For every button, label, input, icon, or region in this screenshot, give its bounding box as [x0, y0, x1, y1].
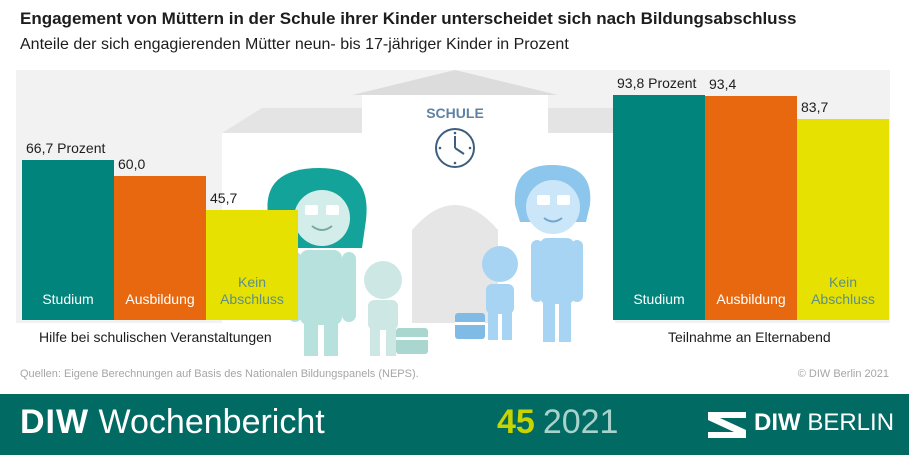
bar-1-1 [705, 95, 797, 320]
bar-0-1 [114, 176, 206, 320]
bar-value-label: 66,7 Prozent [26, 139, 106, 156]
bar-category-label: Ausbildung [125, 291, 195, 307]
diw-berlin-logo: DIW BERLIN [708, 408, 894, 442]
school-sign: SCHULE [426, 105, 484, 121]
copyright-note: © DIW Berlin 2021 [797, 368, 889, 380]
bar-category-label: Ausbildung [716, 291, 786, 307]
logo-light: BERLIN [807, 409, 895, 436]
brand-light: Wochenbericht [98, 403, 325, 441]
school-door [412, 205, 498, 323]
source-note: Quellen: Eigene Berechnungen auf Basis d… [20, 368, 419, 380]
logo-text: DIW BERLIN [754, 409, 894, 437]
bar-category-label: Studium [42, 291, 94, 307]
school-pediment [352, 70, 558, 95]
clock-icon [435, 128, 475, 168]
bar-category-label: Studium [633, 291, 685, 307]
bar-value-label: 45,7 [210, 190, 238, 207]
issue-year: 2021 [542, 403, 619, 441]
bar-value-label: 60,0 [118, 156, 146, 172]
bar-category-label: Kein Abschluss [811, 274, 875, 307]
bar-0-0 [22, 159, 114, 320]
school-left-roof [222, 108, 392, 133]
diw-logo-mark-icon [708, 412, 746, 438]
school-right-roof [540, 108, 615, 133]
bar-value-label: 83,7 [801, 99, 829, 116]
chart-title: Engagement von Müttern in der Schule ihr… [20, 9, 797, 28]
bar-value-label: 93,4 [709, 75, 737, 92]
footer-bar: DIW Wochenbericht 45 2021 DIW BERLIN [0, 394, 909, 455]
issue-info: 45 2021 [497, 403, 618, 442]
bar-0-2 [206, 210, 298, 320]
bar-category-label: Kein Abschluss [220, 274, 284, 307]
publication-title: DIW Wochenbericht [20, 403, 325, 442]
bar-value-label: 93,8 Prozent [617, 74, 697, 91]
child-figure-left [364, 261, 428, 356]
panel-caption-hilfe: Hilfe bei schulischen Veranstaltungen [39, 329, 272, 345]
chart-subtitle: Anteile der sich engagierenden Mütter ne… [20, 36, 569, 53]
bar-1-2 [797, 119, 889, 320]
bar-1-0 [613, 94, 705, 320]
logo-bold: DIW [754, 409, 801, 436]
mother-figure-right [514, 165, 591, 342]
issue-number: 45 [497, 403, 535, 441]
panel-caption-elternabend: Teilnahme an Elternabend [668, 329, 831, 345]
brand-bold: DIW [20, 403, 90, 441]
child-figure-right [455, 246, 518, 340]
